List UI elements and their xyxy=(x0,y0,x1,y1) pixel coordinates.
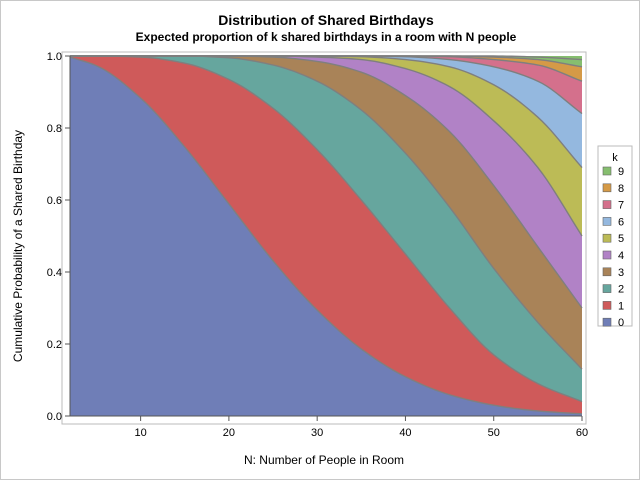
y-axis: 0.0 0.2 0.4 0.6 0.8 1.0 xyxy=(47,51,71,423)
y-tick-label: 0.0 xyxy=(47,411,62,423)
x-tick-label: 40 xyxy=(399,427,411,439)
legend-swatch-k-4 xyxy=(602,250,612,260)
y-axis-label: Cumulative Probability of a Shared Birth… xyxy=(11,130,25,362)
x-tick-label: 60 xyxy=(576,427,588,439)
x-axis-label: N: Number of People in Room xyxy=(244,453,404,467)
chart-subtitle: Expected proportion of k shared birthday… xyxy=(136,30,517,44)
y-tick-label: 0.8 xyxy=(47,123,62,135)
legend-label-k-6: 6 xyxy=(618,216,624,228)
legend-swatch-k-8 xyxy=(602,183,612,193)
boundary-line-k-1 xyxy=(70,55,583,403)
y-tick-label: 0.2 xyxy=(47,339,62,351)
legend-label-k-1: 1 xyxy=(618,300,624,312)
x-tick-label: 50 xyxy=(488,427,500,439)
x-tick-label: 10 xyxy=(134,427,146,439)
legend-swatch-k-7 xyxy=(602,200,612,209)
y-tick-label: 0.4 xyxy=(47,267,62,279)
legend-swatch-k-9 xyxy=(602,166,612,176)
legend: k 9 8 7 6 5 4 3 2 1 0 xyxy=(597,145,633,329)
x-tick-label: 20 xyxy=(223,427,235,439)
boundary-line-k-9 xyxy=(70,55,583,61)
x-axis: 10 20 30 40 50 60 xyxy=(70,415,588,439)
y-tick-label: 0.6 xyxy=(47,195,62,207)
legend-swatch-k-6 xyxy=(602,217,612,226)
legend-swatch-k-1 xyxy=(602,301,612,310)
legend-label-k-7: 7 xyxy=(618,200,624,212)
y-tick-label: 1.0 xyxy=(47,51,62,63)
legend-swatch-k-0 xyxy=(602,317,612,327)
area-layers xyxy=(70,56,582,416)
legend-label-k-8: 8 xyxy=(618,183,624,195)
chart-title: Distribution of Shared Birthdays xyxy=(218,12,434,28)
area-k-0 xyxy=(70,57,582,416)
legend-label-k-2: 2 xyxy=(618,284,624,296)
legend-swatch-k-3 xyxy=(602,267,612,277)
boundary-lines xyxy=(69,55,583,415)
legend-swatch-k-2 xyxy=(602,284,612,293)
legend-label-k-4: 4 xyxy=(618,250,624,262)
legend-swatch-k-5 xyxy=(602,233,612,243)
legend-label-k-9: 9 xyxy=(618,166,624,178)
legend-title: k xyxy=(612,152,618,164)
legend-label-k-5: 5 xyxy=(618,233,624,245)
legend-label-k-0: 0 xyxy=(618,317,624,329)
legend-label-k-3: 3 xyxy=(618,267,624,279)
boundary-line-k-0 xyxy=(69,56,583,415)
x-tick-label: 30 xyxy=(311,427,323,439)
